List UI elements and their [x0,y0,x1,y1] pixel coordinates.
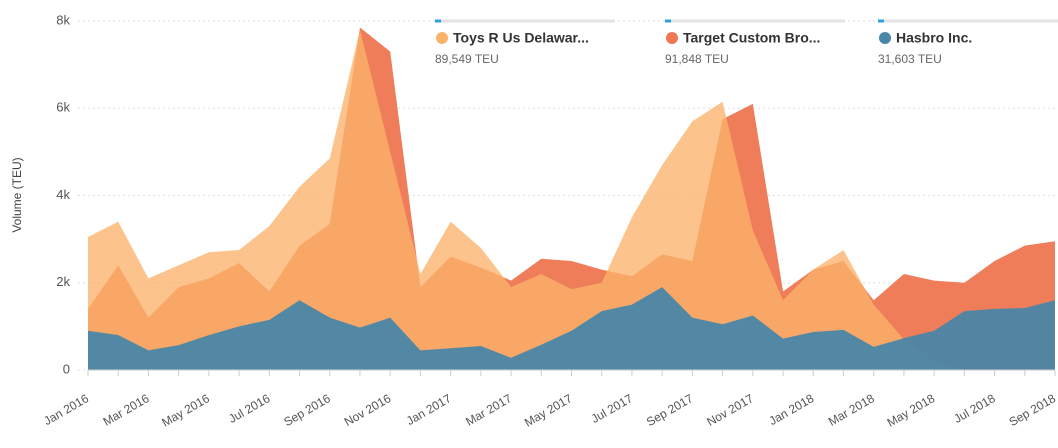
legend-total: 31,603 TEU [878,52,942,66]
x-tick-label: Mar 2016 [101,391,152,429]
legend-swatch [436,32,448,44]
legend-total: 91,848 TEU [665,52,729,66]
x-tick-label: May 2016 [159,391,212,430]
legend-label: Hasbro Inc. [896,30,972,46]
x-tick-label: Mar 2018 [826,391,877,429]
y-tick-label: 8k [56,12,70,27]
x-tick-label: Sep 2017 [644,391,696,429]
y-axis-label: Volume (TEU) [10,157,24,232]
x-tick-label: Jan 2016 [41,391,91,428]
x-tick-label: Jul 2017 [589,391,636,426]
x-tick-label: Nov 2016 [342,391,394,429]
x-tick-label: Jan 2017 [404,391,454,428]
legend-total: 89,549 TEU [435,52,499,66]
x-tick-label: May 2018 [885,391,938,430]
x-tick-label: May 2017 [522,391,575,430]
x-tick-label: Mar 2017 [463,391,514,429]
y-tick-label: 4k [56,187,70,202]
y-tick-label: 0 [63,361,70,376]
legend-swatch [666,32,678,44]
x-tick-label: Jul 2016 [226,391,273,426]
x-tick-label: Sep 2018 [1007,391,1058,429]
area [88,287,1055,370]
legend-label: Target Custom Bro... [683,30,820,46]
legend-swatch [879,32,891,44]
legend-label: Toys R Us Delawar... [453,30,589,46]
x-tick-label: Jul 2018 [951,391,998,426]
y-tick-label: 2k [56,274,70,289]
x-tick-label: Nov 2017 [704,391,756,429]
y-tick-label: 6k [56,100,70,115]
area [88,29,1055,370]
x-tick-label: Sep 2016 [281,391,333,429]
x-tick-label: Jan 2018 [767,391,817,428]
